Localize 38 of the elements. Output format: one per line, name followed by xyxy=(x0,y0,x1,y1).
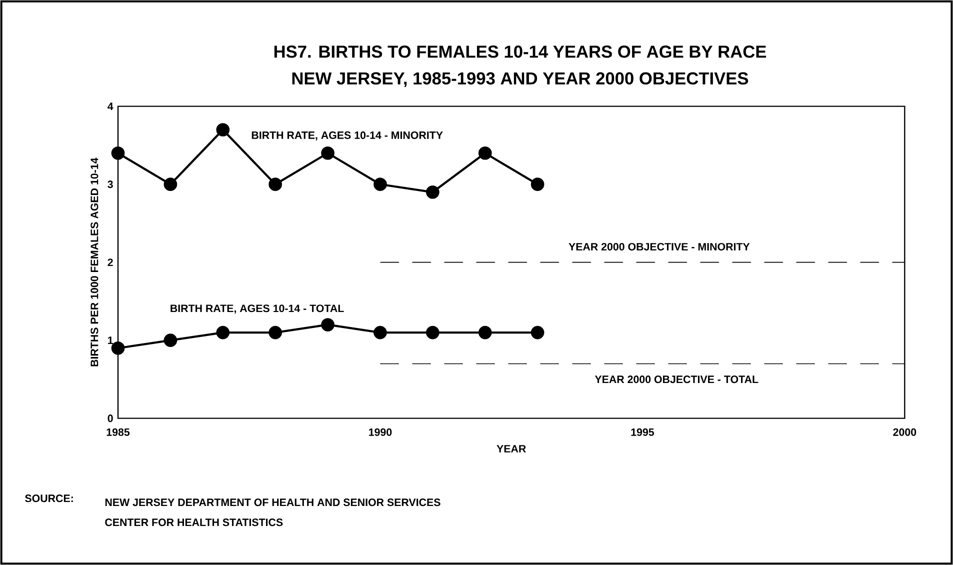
x-tick-label: 1990 xyxy=(369,428,392,436)
point xyxy=(426,326,440,340)
x-tick-label: 2000 xyxy=(893,428,916,436)
point xyxy=(478,326,492,340)
point xyxy=(530,326,544,340)
text: CENTER FOR HEALTH STATISTICS xyxy=(105,518,283,526)
source-note: SOURCE: xyxy=(25,494,73,502)
x-tick-label: 1985 xyxy=(106,428,130,436)
point xyxy=(216,326,230,340)
y-tick-label: 0 xyxy=(108,414,113,422)
y-tick-label: 1 xyxy=(108,336,113,344)
point xyxy=(111,146,125,160)
point xyxy=(530,178,544,192)
series-label: YEAR 2000 OBJECTIVE - TOTAL xyxy=(594,376,758,384)
chart-subtitle: NEW JERSEY, 1985-1993 AND YEAR 2000 OBJECTIVES xyxy=(292,72,748,88)
point xyxy=(321,146,334,160)
point xyxy=(478,146,492,160)
point xyxy=(374,326,387,340)
text: NEW JERSEY DEPARTMENT OF HEALTH AND SENIOR SERVICES xyxy=(105,498,440,506)
point xyxy=(426,185,440,199)
point xyxy=(111,341,125,355)
series-label: BIRTH RATE, AGES 10-14 - TOTAL xyxy=(170,304,344,314)
point xyxy=(268,178,282,192)
x-tick-label: 1995 xyxy=(631,428,654,436)
point xyxy=(164,334,178,348)
point xyxy=(374,178,387,192)
x-axis-title: YEAR xyxy=(496,445,526,452)
series-label: YEAR 2000 OBJECTIVE - MINORITY xyxy=(568,242,750,251)
chart-title: HS7. BIRTHS TO FEMALES 10-14 YEARS OF AGE BY RACE xyxy=(274,46,766,58)
y-axis-title: BIRTHS PER 1000 FEMALES AGED 10-14 xyxy=(90,158,98,366)
series-label: BIRTH RATE, AGES 10-14 - MINORITY xyxy=(252,131,443,141)
y-tick-label: 2 xyxy=(108,258,113,266)
y-tick-label: 3 xyxy=(108,180,113,188)
y-tick-label: 4 xyxy=(108,102,114,110)
point xyxy=(216,123,230,136)
point xyxy=(321,318,334,332)
point xyxy=(164,178,178,192)
point xyxy=(268,326,282,340)
